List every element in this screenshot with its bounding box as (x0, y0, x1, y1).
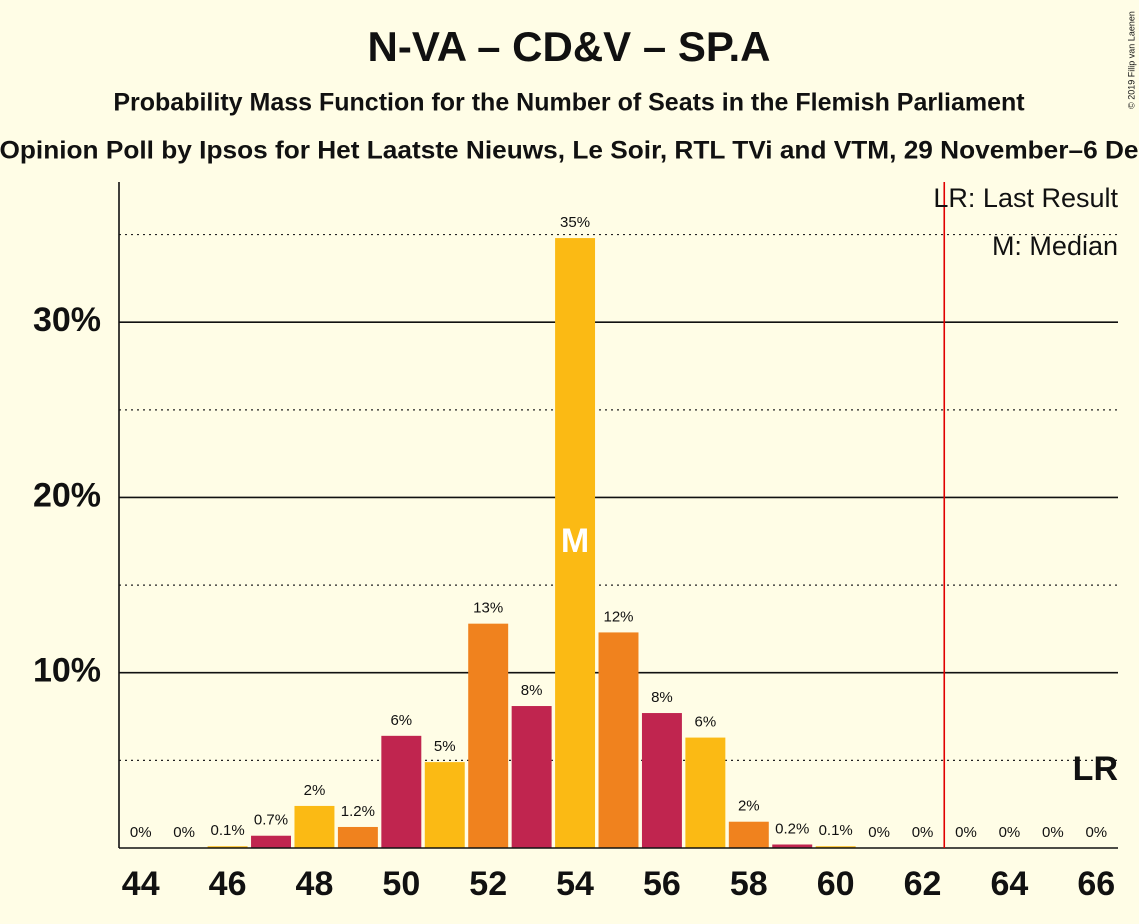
x-tick-label: 62 (904, 865, 942, 903)
value-label: 0.1% (210, 822, 244, 839)
median-label: M (561, 522, 589, 560)
x-tick-label: 52 (469, 865, 507, 903)
value-label: 6% (695, 714, 717, 731)
x-tick-label: 60 (817, 865, 855, 903)
value-label: 8% (521, 682, 543, 699)
bar (294, 805, 335, 848)
bar (337, 826, 378, 848)
value-label: 1.2% (341, 803, 375, 820)
chart-subtitle-2: Opinion Poll by Ipsos for Het Laatste Ni… (0, 137, 1139, 165)
legend-entry: LR: Last Result (933, 183, 1118, 213)
value-label: 35% (560, 214, 590, 231)
value-label: 0.2% (775, 820, 809, 837)
y-tick-label: 30% (33, 301, 101, 339)
bar (728, 821, 769, 848)
value-label: 6% (390, 712, 412, 729)
x-tick-label: 44 (122, 865, 160, 903)
bar (381, 735, 422, 848)
bar (555, 238, 596, 848)
x-tick-label: 64 (990, 865, 1028, 903)
legend-entry: M: Median (992, 231, 1118, 261)
bar (685, 737, 726, 848)
x-tick-label: 48 (296, 865, 334, 903)
y-tick-label: 20% (33, 476, 101, 514)
x-tick-label: 46 (209, 865, 247, 903)
bar (815, 846, 856, 848)
value-label: 0.1% (819, 822, 853, 839)
y-tick-label: 10% (33, 652, 101, 690)
x-tick-label: 56 (643, 865, 681, 903)
value-label: 0% (912, 824, 934, 841)
value-label: 8% (651, 689, 673, 706)
value-label: 0% (173, 824, 195, 841)
bar (511, 706, 552, 848)
value-label: 12% (603, 608, 633, 625)
value-label: 2% (738, 798, 760, 815)
chart-subtitle: Probability Mass Function for the Number… (113, 89, 1025, 117)
last-result-label: LR (1073, 750, 1118, 788)
bar (772, 844, 813, 848)
value-label: 13% (473, 600, 503, 617)
value-label: 5% (434, 738, 456, 755)
value-label: 0% (130, 824, 152, 841)
value-label: 0.7% (254, 812, 288, 829)
value-label: 0% (955, 824, 977, 841)
bar (468, 623, 509, 848)
x-tick-label: 54 (556, 865, 594, 903)
bar (598, 632, 639, 848)
bar (641, 713, 682, 848)
bar (207, 846, 248, 848)
value-label: 0% (868, 824, 890, 841)
bar (251, 835, 292, 848)
copyright: © 2019 Filip van Laenen (1126, 11, 1136, 109)
x-tick-label: 58 (730, 865, 768, 903)
bar (424, 762, 465, 848)
value-label: 2% (304, 782, 326, 799)
x-tick-label: 66 (1077, 865, 1115, 903)
chart-title: N-VA – CD&V – SP.A (368, 23, 771, 70)
value-label: 0% (999, 824, 1021, 841)
x-tick-label: 50 (382, 865, 420, 903)
value-label: 0% (1042, 824, 1064, 841)
value-label: 0% (1085, 824, 1107, 841)
